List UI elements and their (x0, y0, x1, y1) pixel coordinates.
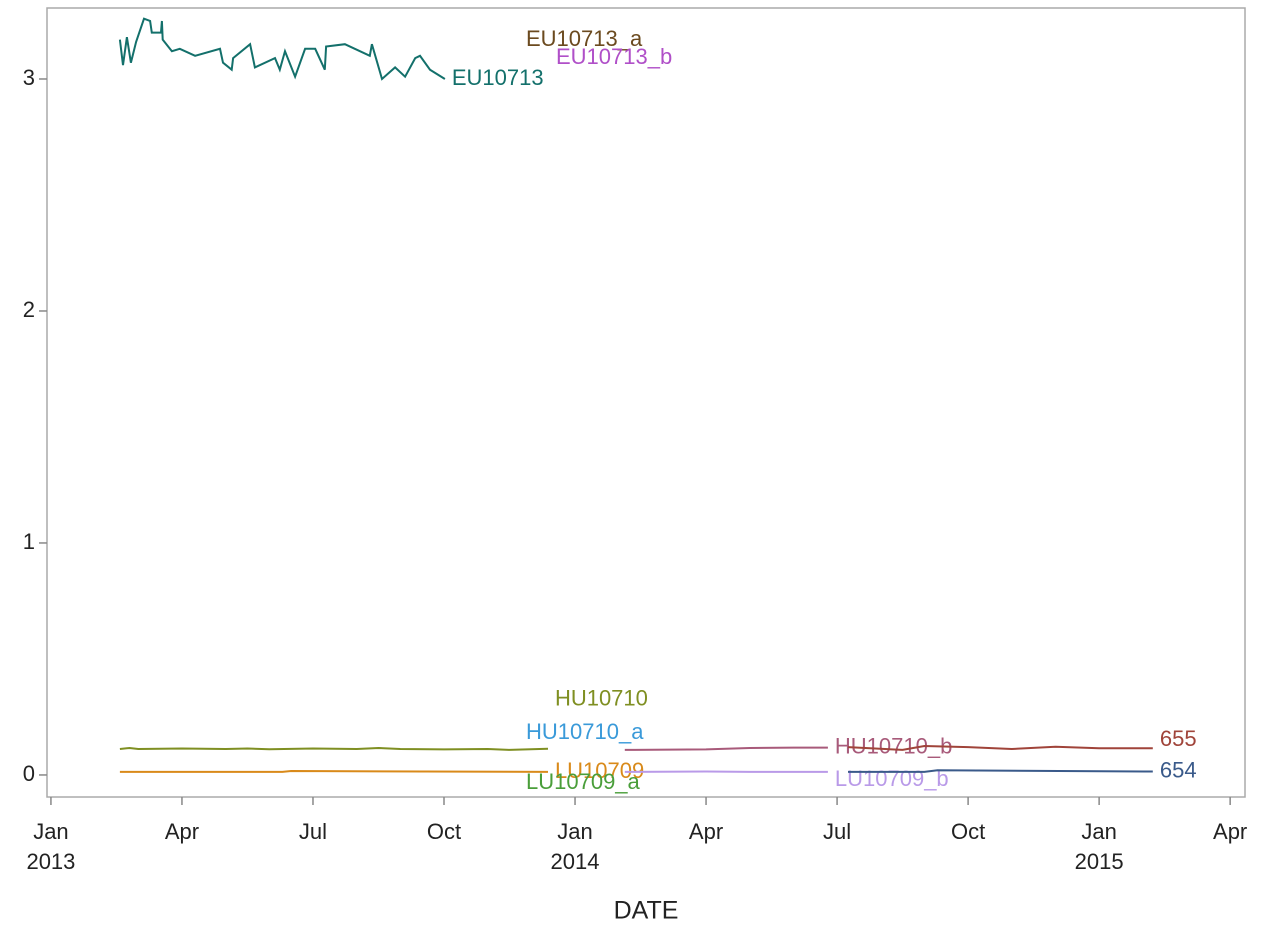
series-line (119, 769, 549, 773)
series-line (118, 17, 446, 81)
x-tick-label: Oct (951, 819, 985, 844)
x-tick-label: Apr (165, 819, 199, 844)
x-tick-label: Jan (1081, 819, 1116, 844)
x-tick-label: 2015 (1075, 849, 1124, 874)
y-tick-label: 2 (23, 297, 35, 322)
series-label: HU10710_a (526, 719, 644, 744)
y-tick-label: 3 (23, 65, 35, 90)
x-tick-label: Jan (33, 819, 68, 844)
x-tick-label: Jul (299, 819, 327, 844)
x-tick-label: Oct (427, 819, 461, 844)
y-tick-label: 1 (23, 529, 35, 554)
series-label: 654 (1160, 757, 1197, 782)
series-label: HU10710 (555, 686, 648, 711)
plot-frame (46, 7, 1246, 798)
series-label: LU10709_a (526, 769, 641, 794)
series-label: EU10713_b (556, 44, 672, 69)
y-tick-label: 0 (23, 761, 35, 786)
series-label: EU10713_a (526, 26, 643, 51)
series-line (847, 744, 1153, 751)
x-tick-label: Apr (1213, 819, 1247, 844)
series-label: EU10713 (452, 65, 544, 90)
series-line (624, 746, 828, 751)
series-label: 655 (1160, 726, 1197, 751)
series-line (848, 769, 1153, 773)
x-axis-title: DATE (614, 897, 679, 925)
x-tick-label: 2013 (26, 849, 75, 874)
x-tick-label: Jan (557, 819, 592, 844)
x-tick-label: Apr (689, 819, 723, 844)
series-line (119, 746, 549, 751)
x-tick-label: Jul (823, 819, 851, 844)
x-tick-label: 2014 (551, 849, 600, 874)
series-label: LU10709 (555, 758, 644, 783)
series-label: LU10709_b (835, 766, 949, 791)
